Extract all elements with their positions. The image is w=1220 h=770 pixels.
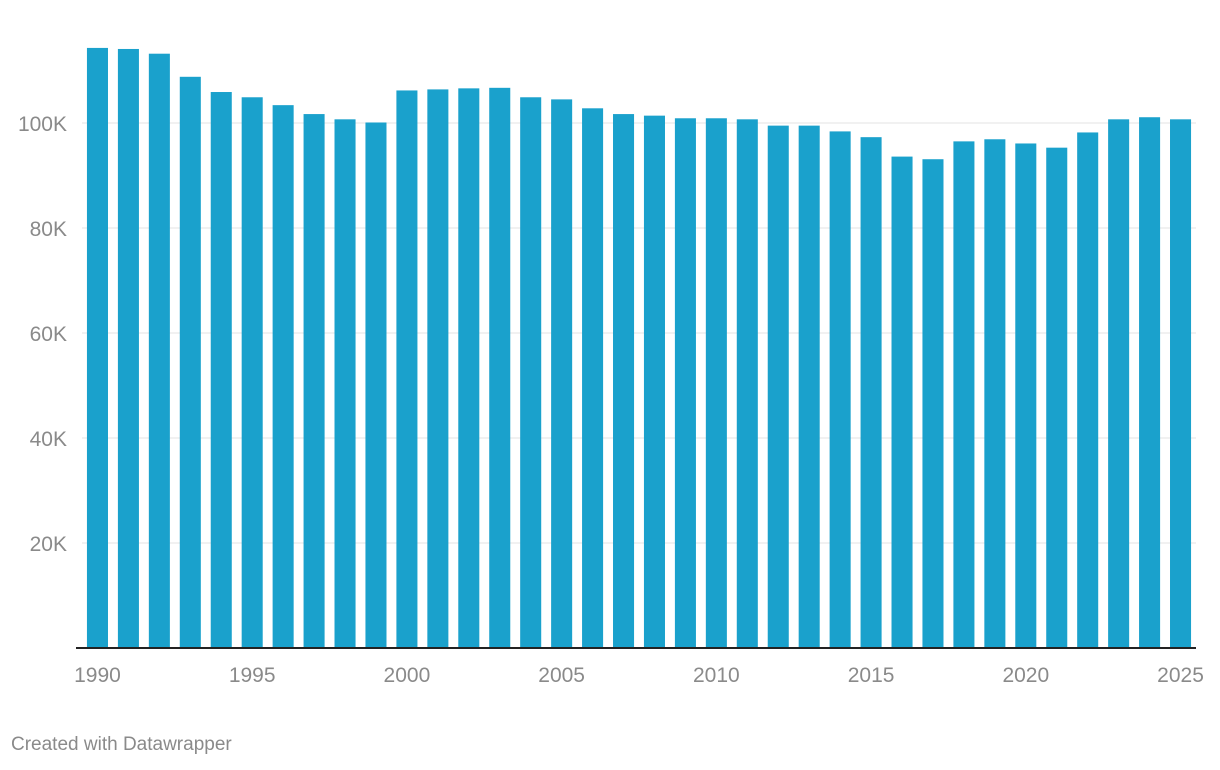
y-tick-label: 100K [18, 113, 67, 136]
bar-1991 [117, 48, 139, 649]
x-tick-label: 2005 [538, 664, 585, 687]
y-axis-ticks: 20K 40K 60K 80K 100K [18, 113, 67, 556]
bar-2006 [582, 108, 604, 649]
bar-2015 [860, 137, 882, 649]
bar-2001 [427, 89, 449, 648]
x-tick-label: 2025 [1157, 664, 1204, 687]
bar-1998 [334, 119, 356, 648]
bar-2017 [922, 159, 944, 648]
bar-2009 [674, 118, 696, 648]
bar-2022 [1077, 132, 1099, 648]
gridlines [82, 122, 1196, 544]
x-tick-label: 1995 [229, 664, 276, 687]
x-tick-label: 2010 [693, 664, 740, 687]
x-tick-label: 2020 [1002, 664, 1049, 687]
bar-1997 [303, 114, 325, 648]
bar-2012 [767, 125, 789, 649]
bar-2016 [891, 156, 913, 648]
bar-2011 [736, 119, 758, 648]
y-tick-label: 80K [30, 218, 67, 241]
bar-2002 [458, 88, 480, 649]
x-tick-label: 1990 [74, 664, 121, 687]
bar-2004 [520, 97, 542, 648]
bar-chart: 20K 40K 60K 80K 100K 1990 1995 2000 2005 2010 201… [18, 47, 1204, 687]
bar-2007 [613, 114, 635, 648]
bar-2023 [1108, 119, 1130, 648]
x-tick-label: 2015 [848, 664, 895, 687]
bar-2010 [705, 118, 727, 648]
y-tick-label: 20K [30, 533, 67, 556]
x-axis-ticks: 1990 1995 2000 2005 2010 2015 2020 2025 [74, 664, 1204, 687]
bar-2018 [953, 141, 975, 648]
bar-1994 [210, 92, 232, 648]
bar-2025 [1170, 119, 1192, 648]
bar-1992 [148, 53, 170, 648]
bar-2020 [1015, 143, 1037, 648]
bar-2014 [829, 131, 851, 648]
y-tick-label: 60K [30, 323, 67, 346]
bar-1996 [272, 105, 294, 648]
credit-text: Created with Datawrapper [11, 734, 232, 755]
bar-2021 [1046, 147, 1068, 649]
bar-2013 [798, 125, 820, 649]
bar-1999 [365, 122, 387, 649]
bar-1993 [179, 76, 201, 649]
bar-1995 [241, 97, 263, 648]
bar-2003 [489, 87, 511, 648]
bar-2008 [643, 115, 665, 648]
y-tick-label: 40K [30, 428, 67, 451]
bars [86, 47, 1192, 649]
x-tick-label: 2000 [384, 664, 431, 687]
bar-2019 [984, 139, 1006, 648]
bar-2005 [551, 99, 573, 649]
bar-2000 [396, 90, 418, 648]
bar-1990 [86, 47, 108, 649]
bar-2024 [1139, 117, 1161, 649]
